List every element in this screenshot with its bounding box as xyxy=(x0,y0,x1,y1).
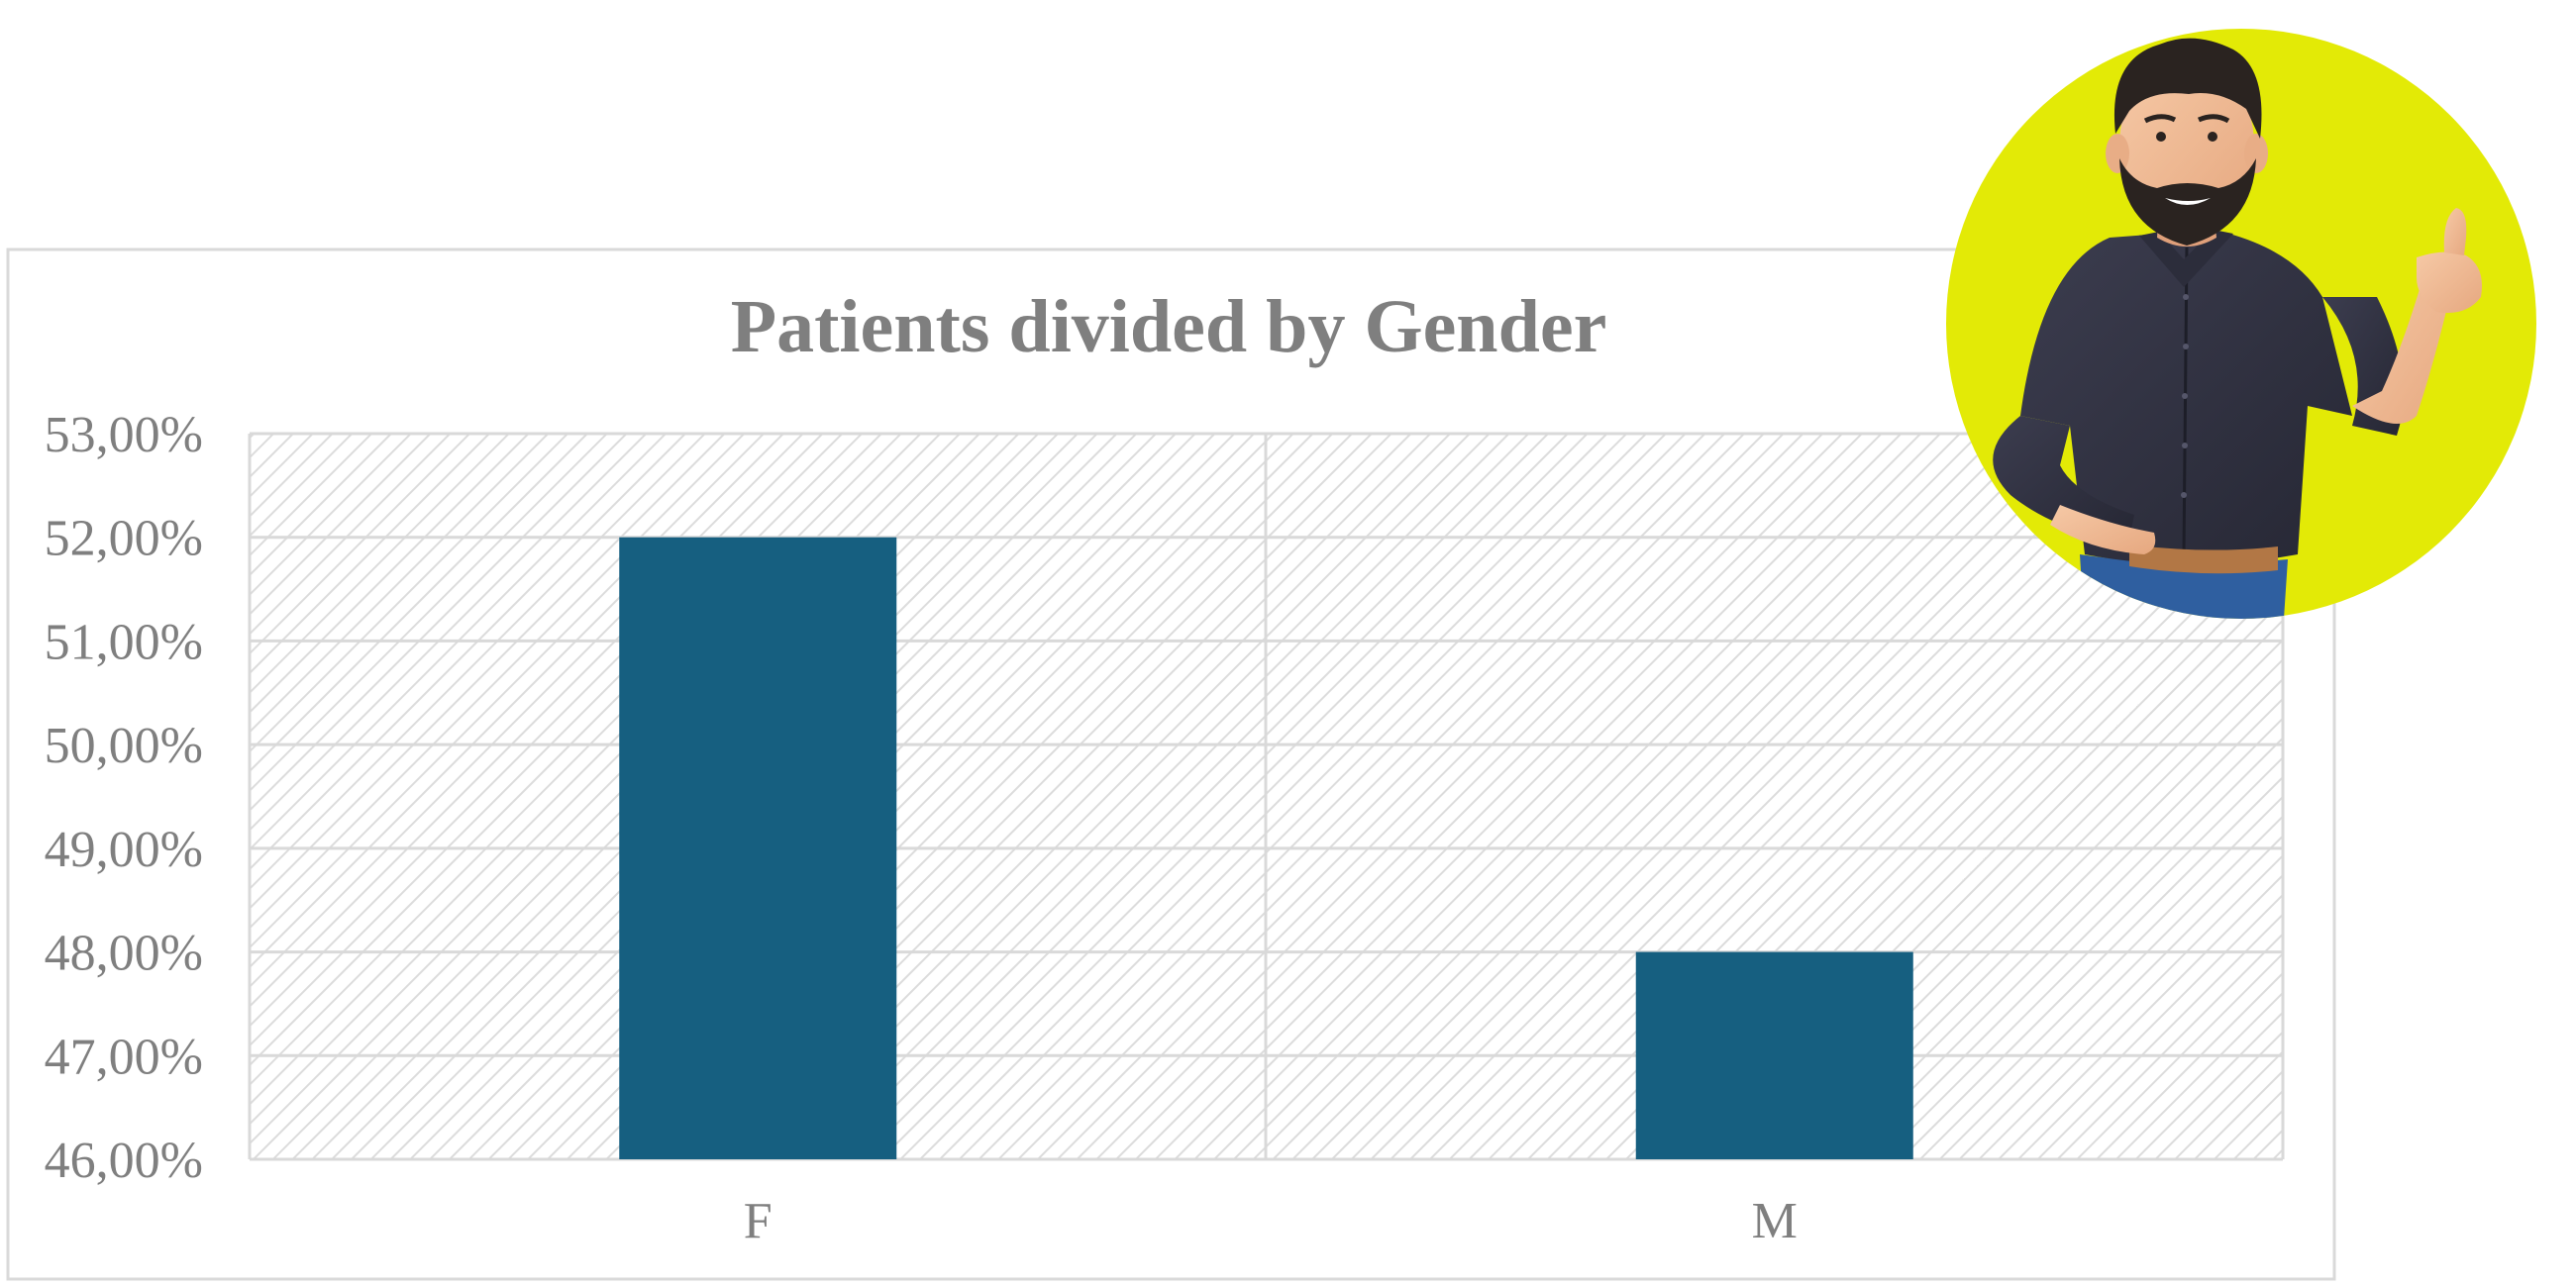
y-tick-label: 50,00% xyxy=(45,718,203,774)
y-tick-label: 46,00% xyxy=(45,1133,203,1189)
y-tick-label: 49,00% xyxy=(45,822,203,878)
y-axis-ticks: 46,00% 47,00% 48,00% 49,00% 50,00% 51,00% 52,0… xyxy=(45,407,203,1189)
y-tick-label: 51,00% xyxy=(45,614,203,670)
x-tick-label: F xyxy=(744,1193,773,1249)
bar-f xyxy=(619,537,897,1159)
y-tick-label: 47,00% xyxy=(45,1029,203,1085)
y-tick-label: 48,00% xyxy=(45,926,203,982)
chart-title: Patients divided by Gender xyxy=(731,285,1607,368)
y-tick-label: 53,00% xyxy=(45,407,203,463)
y-tick-label: 52,00% xyxy=(45,511,203,567)
bearded-man-thumbs-up-avatar xyxy=(1946,29,2536,619)
bars xyxy=(619,537,1913,1159)
bar-m xyxy=(1635,951,1913,1159)
x-tick-label: M xyxy=(1752,1193,1798,1249)
